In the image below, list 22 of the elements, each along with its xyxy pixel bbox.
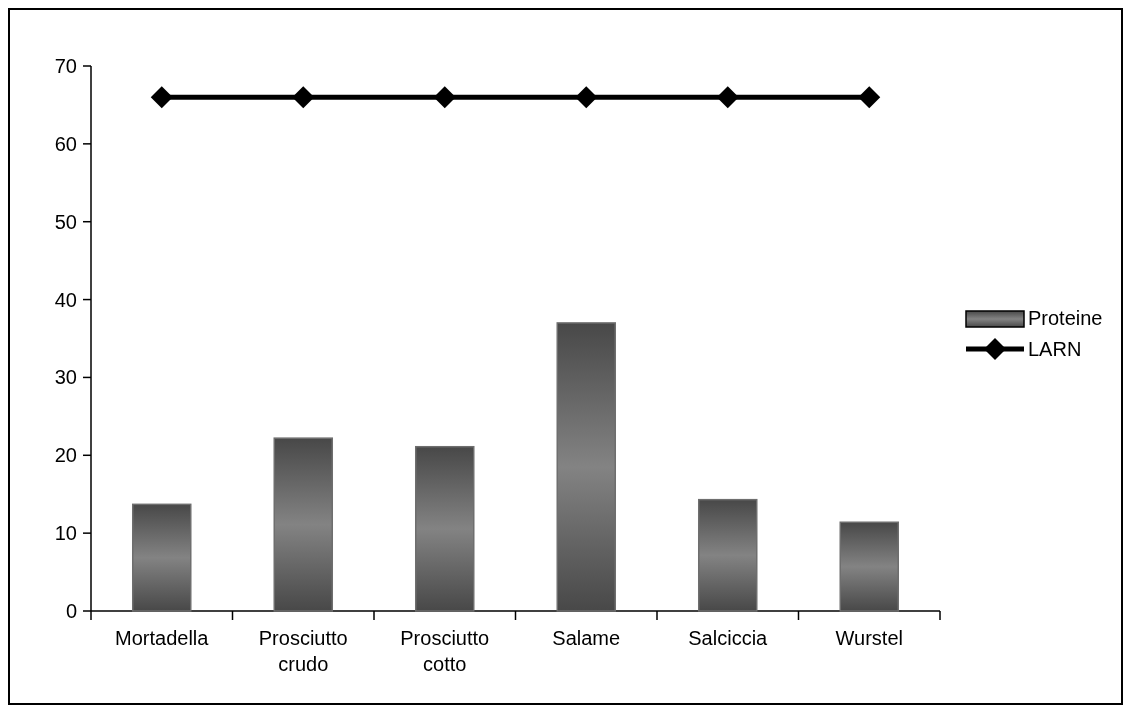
x-tick-label: Salame	[552, 627, 621, 649]
y-tick-label: 50	[54, 210, 77, 233]
x-tick-label: Wurstel	[835, 627, 903, 649]
bar	[414, 445, 475, 612]
y-tick-label: 70	[54, 55, 77, 77]
x-tick-label: Salciccia	[688, 627, 769, 649]
bar	[273, 437, 334, 612]
bar	[839, 521, 900, 612]
legend-label: Proteine	[1028, 307, 1103, 329]
x-tick-label: Prosciutto cotto	[400, 627, 490, 675]
bar	[556, 322, 617, 612]
y-tick-label: 40	[54, 288, 77, 311]
y-tick-label: 60	[54, 132, 77, 155]
y-tick-label: 30	[54, 366, 77, 389]
x-tick-label: Prosciutto crudo	[258, 627, 348, 675]
y-tick-label: 10	[54, 522, 77, 545]
bar	[697, 498, 758, 612]
x-tick-label: Mortadella	[115, 627, 210, 649]
y-tick-label: 20	[54, 444, 77, 467]
y-tick-label: 0	[65, 600, 77, 622]
legend-label: LARN	[1028, 338, 1082, 360]
bar	[131, 503, 192, 612]
